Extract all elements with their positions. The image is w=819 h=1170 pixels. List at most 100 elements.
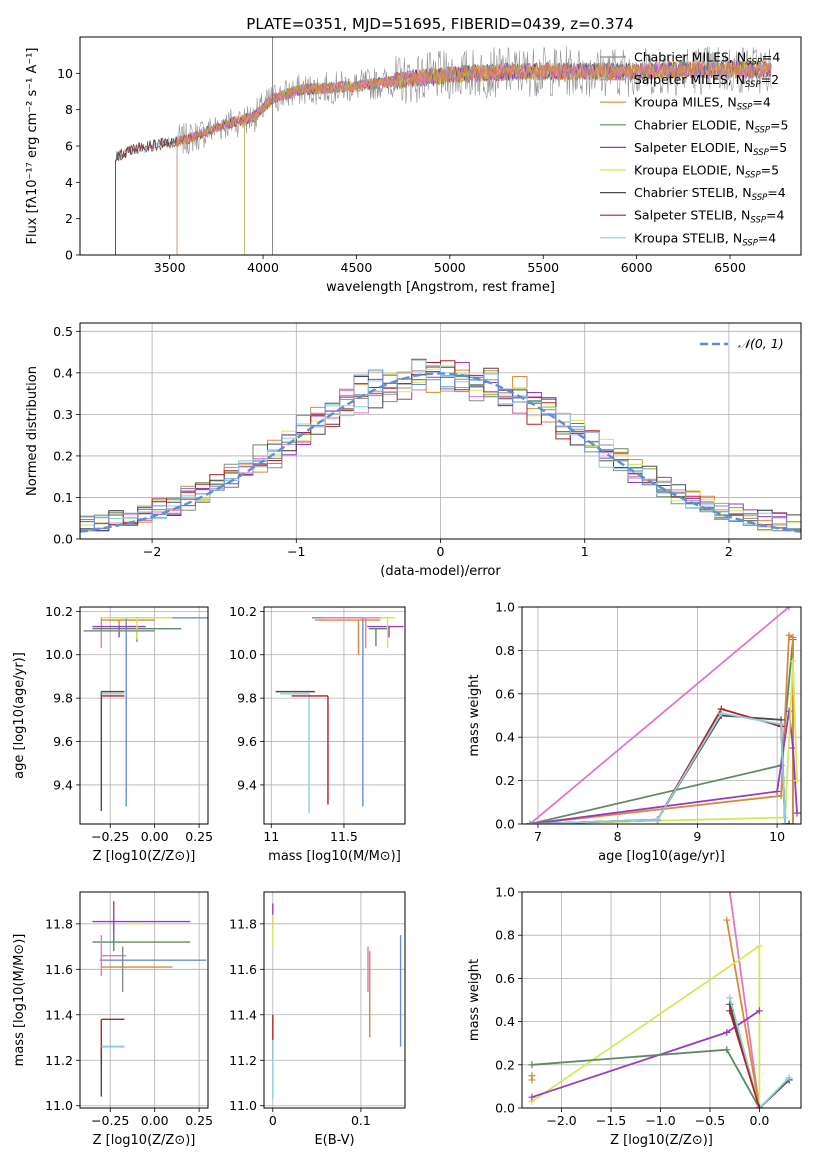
x-axis-label: age [log10(age/yr)] [598,849,725,864]
legend-label: Kroupa STELIB, NSSP=4 [634,230,776,248]
errorbars [272,903,402,1099]
y-tick-label: 0.3 [53,407,73,422]
plot-area [528,892,793,1108]
axes-frame [79,891,209,1109]
x-tick-label: 0.00 [141,1113,169,1128]
weight-marker [777,720,785,728]
spectrum-series [176,59,772,255]
plot-area [275,617,404,814]
x-tick-label: 11 [263,829,279,844]
y-tick-label: 11.6 [229,962,257,977]
x-tick-label: 7 [534,829,542,844]
y-tick-label: 0.8 [495,928,515,943]
plot-area [272,903,402,1099]
y-tick-label: 11.4 [229,1007,257,1022]
x-axis-label: E(B-V) [314,1133,354,1148]
x-tick-label: 2 [725,544,733,559]
y-tick-label: 1.0 [495,600,515,615]
x-axis-label: Z [log10(Z/Z⊙)] [610,1133,713,1148]
figure-title: PLATE=0351, MJD=51695, FIBERID=0439, z=0… [246,15,633,33]
axes-frame [263,891,406,1109]
panel-mass-vs-EBV: 0 0.1 11.0 11.2 11.4 11.6 11.8 E(B-V) [229,891,406,1148]
y-tick-label: 11.8 [229,916,257,931]
y-tick-label: 11.2 [229,1053,257,1068]
weight-marker [526,820,534,824]
weight-marker [723,1028,731,1036]
x-tick-label: −0.25 [91,1113,129,1128]
y-tick-label: 10.2 [229,604,257,619]
y-tick-label: 0.0 [495,1101,515,1116]
weight-marker [528,1093,536,1101]
weight-marker [528,1061,536,1069]
panel-mass-vs-Z: −0.25 0.00 0.25 11.0 11.2 11.4 11.6 11.8 Z [log1… [12,891,213,1148]
weight-marker [726,994,734,1002]
weight-marker [793,809,801,817]
weight-lines [528,892,793,1108]
histograms [80,358,801,533]
y-tick-label: 11.0 [229,1098,257,1113]
weight-marker [793,777,801,785]
y-tick-label: 0.0 [495,817,515,832]
x-tick-label: 6500 [714,260,746,275]
legend-label: Chabrier STELIB, NSSP=4 [634,185,786,203]
x-tick-label: 6000 [621,260,653,275]
y-tick-label: 0.1 [53,490,73,505]
x-tick-label: −1.5 [596,1113,626,1128]
plot-area [80,358,801,533]
y-tick-label: 11.4 [45,1007,73,1022]
x-tick-label: 1 [581,544,589,559]
weight-marker [726,892,734,896]
legend-label: Chabrier ELODIE, NSSP=5 [634,117,789,135]
x-tick-label: 3500 [154,260,186,275]
legend-label: 𝒩(0, 1) [738,336,784,351]
x-tick-label: 5500 [527,260,559,275]
y-tick-label: 0.5 [53,324,73,339]
x-tick-label: 4500 [341,260,373,275]
x-tick-label: 0 [269,1113,277,1128]
normal-curve [80,372,801,533]
y-tick-label: 0.6 [495,971,515,986]
axes-frame [521,891,802,1109]
weight-line [728,1010,761,1108]
panel-age-vs-Z: −0.25 0.00 0.25 9.4 9.6 9.8 10.0 10.2 Z [log10(Z… [12,604,213,864]
weight-line [728,997,790,1108]
panel-mass-weight-vs-age: 7 8 9 10 0.0 0.2 0.4 0.6 0.8 1.0 age [log10(age/yr… [467,600,802,864]
weight-marker [773,787,781,795]
legend-label: Kroupa ELODIE, NSSP=5 [634,163,779,181]
x-tick-label: 8 [614,829,622,844]
y-tick-label: 0.6 [495,686,515,701]
legend: 𝒩(0, 1) [700,336,784,351]
y-tick-label: 10.2 [45,604,73,619]
y-tick-label: 0.0 [53,532,73,547]
y-axis-label: Normed distribution [25,366,40,496]
weight-marker [785,820,793,824]
plot-area [92,901,207,1097]
y-tick-label: 1.0 [495,885,515,900]
panel-mass-weight-vs-Z: −2.0 −1.5 −1.0 −0.5 0.0 0.0 0.2 0.4 0.6 0.8 1.0 Z [… [467,885,802,1148]
legend-label: Chabrier MILES, NSSP=4 [634,50,780,68]
legend-label: Salpeter STELIB, NSSP=4 [634,208,784,226]
plot-area [83,617,208,811]
weight-line [529,607,790,824]
x-axis-label: Z [log10(Z/Z⊙)] [93,849,196,864]
axes-frame [521,606,802,825]
x-tick-label: 0.00 [141,829,169,844]
x-tick-label: 0.25 [185,829,213,844]
y-tick-label: 0.2 [495,1057,515,1072]
y-tick-label: 0.8 [495,643,515,658]
weight-marker [755,1104,763,1108]
x-tick-label: 0.1 [351,1113,371,1128]
legend-label: Salpeter MILES, NSSP=2 [634,72,779,90]
y-tick-label: 9.8 [53,691,73,706]
x-axis-label: Z [log10(Z/Z⊙)] [93,1133,196,1148]
weight-marker [785,607,793,611]
weight-marker [654,816,662,824]
y-tick-label: 11.2 [45,1053,73,1068]
y-tick-label: 0.2 [495,773,515,788]
plot-area [115,37,772,255]
y-tick-label: 9.6 [53,734,73,749]
x-tick-label: −2 [143,544,161,559]
y-axis-label: mass weight [467,674,482,756]
weight-marker [789,820,797,824]
